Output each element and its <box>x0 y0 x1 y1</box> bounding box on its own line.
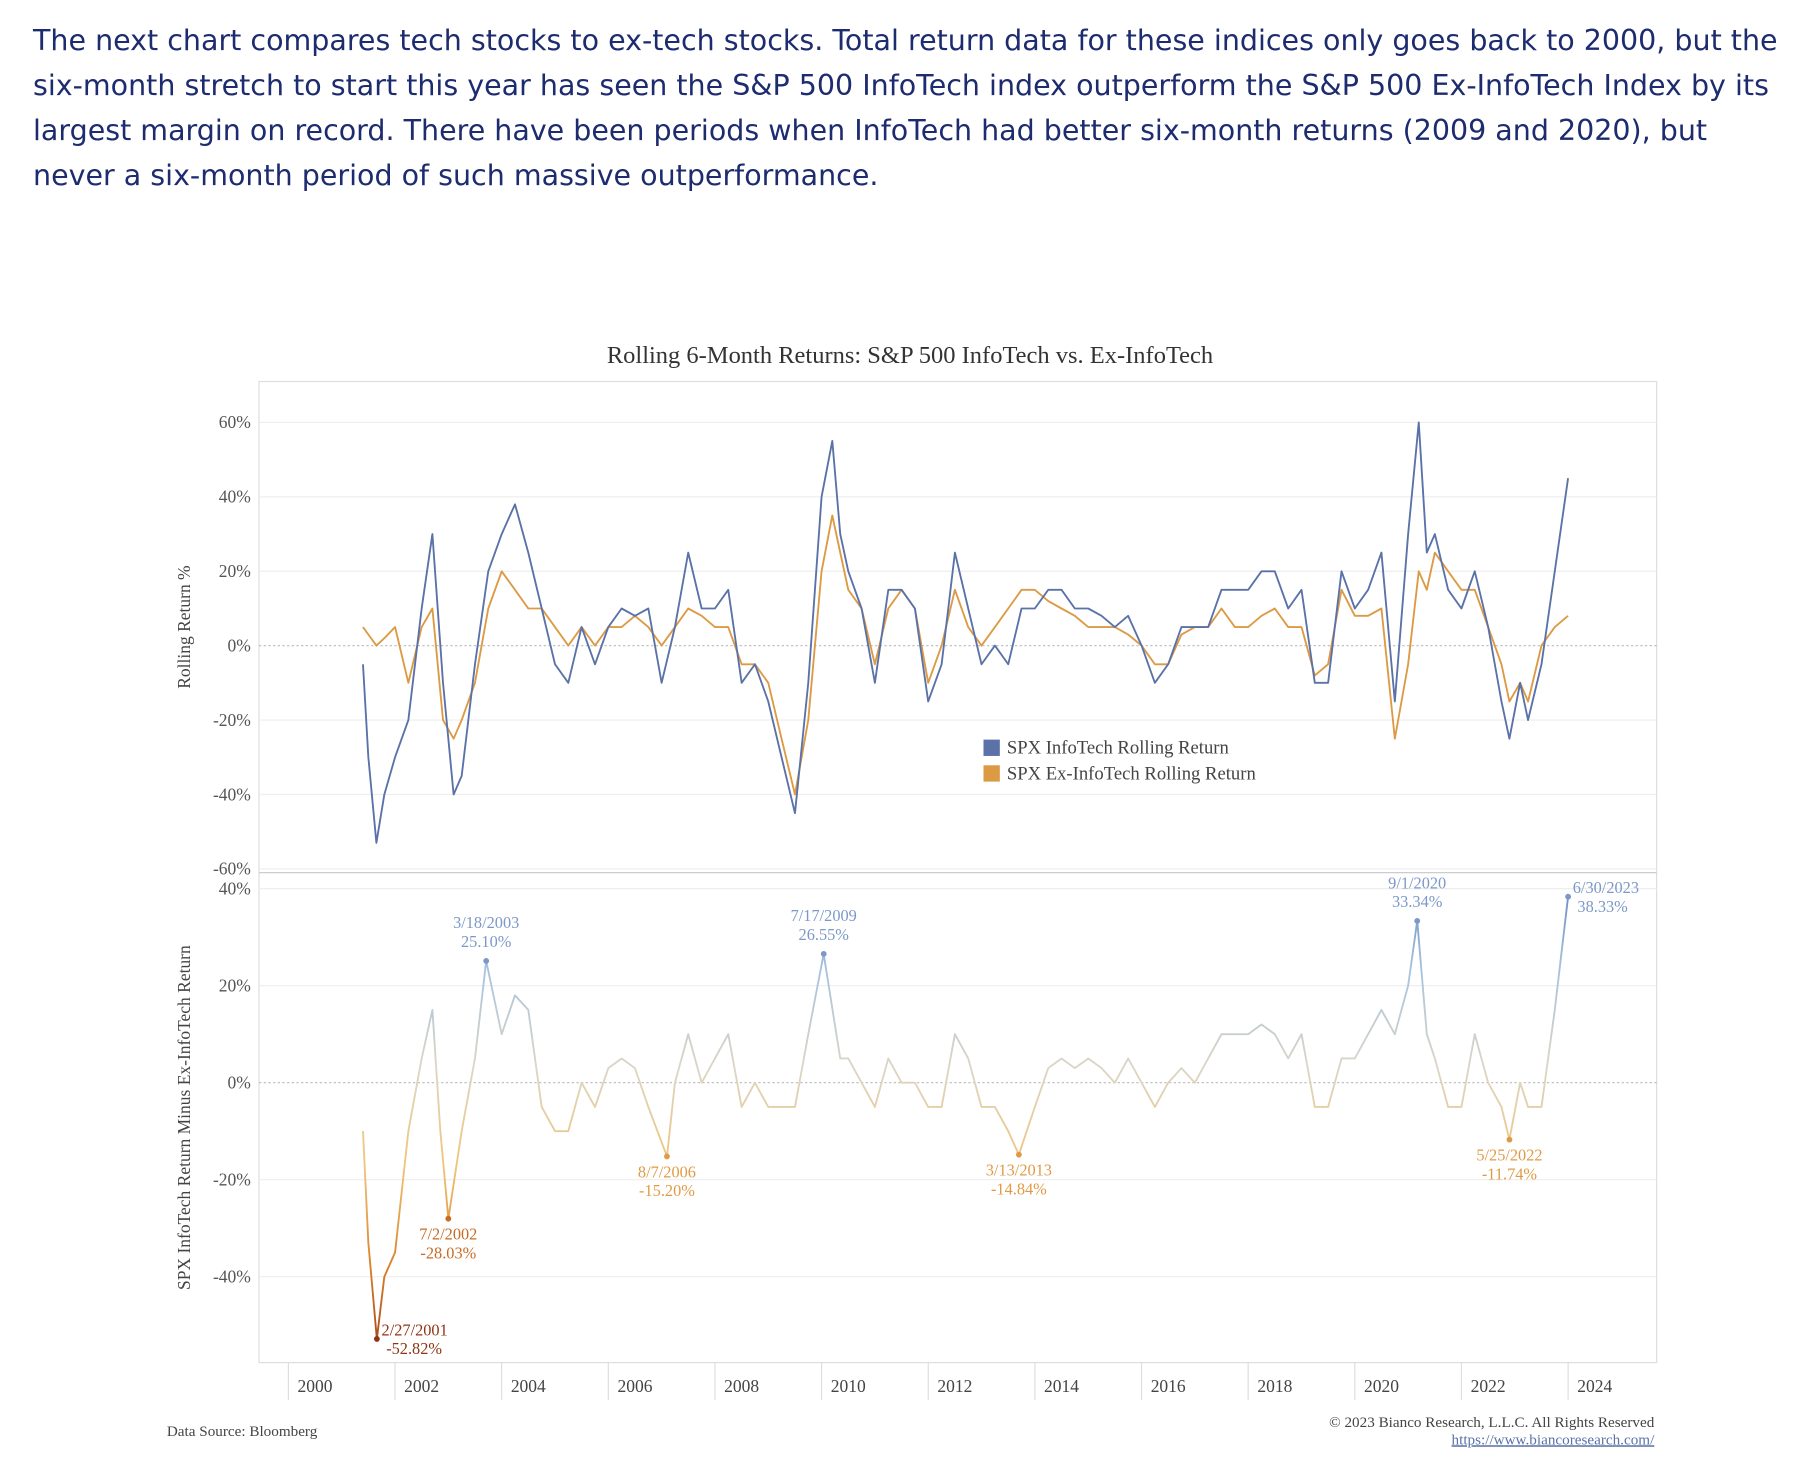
x-tick-label: 2022 <box>1471 1376 1506 1396</box>
legend-label: SPX InfoTech Rolling Return <box>1007 738 1230 759</box>
y-tick-label: 0% <box>228 635 251 655</box>
annotation-date: 2/27/2001 <box>382 1320 448 1339</box>
data-source: Data Source: Bloomberg <box>167 1423 318 1440</box>
x-tick-label: 2006 <box>617 1376 652 1396</box>
y-tick-label: 40% <box>219 878 251 898</box>
legend-swatch <box>983 765 1000 782</box>
annotation-value: 33.34% <box>1392 892 1443 911</box>
y-axis-title: SPX InfoTech Return Minus Ex-InfoTech Re… <box>174 945 194 1290</box>
annotation-value: -14.84% <box>991 1179 1047 1198</box>
series-line <box>362 421 1570 844</box>
legend-swatch <box>983 739 1000 756</box>
annotation-point <box>1414 918 1421 924</box>
x-tick-label: 2020 <box>1364 1376 1399 1396</box>
y-tick-label: 0% <box>228 1073 251 1093</box>
x-tick-label: 2024 <box>1577 1376 1612 1396</box>
x-tick-label: 2018 <box>1257 1376 1292 1396</box>
annotation-value: -28.03% <box>420 1243 476 1262</box>
x-tick-label: 2016 <box>1151 1376 1186 1396</box>
y-tick-label: -20% <box>213 710 251 730</box>
source-url[interactable]: https://www.biancoresearch.com/ <box>1452 1431 1656 1448</box>
x-tick-label: 2014 <box>1044 1376 1079 1396</box>
annotation-date: 3/13/2013 <box>986 1161 1052 1180</box>
legend-label: SPX Ex-InfoTech Rolling Return <box>1007 763 1257 784</box>
annotation-value: 38.33% <box>1577 897 1628 916</box>
x-tick-label: 2000 <box>298 1376 333 1396</box>
annotation-value: -52.82% <box>386 1339 442 1358</box>
annotation-date: 7/17/2009 <box>791 906 857 925</box>
chart-title: Rolling 6-Month Returns: S&P 500 InfoTec… <box>607 342 1213 369</box>
y-tick-label: -60% <box>213 859 251 879</box>
annotation-point <box>1565 893 1572 900</box>
annotation-value: -15.20% <box>639 1181 695 1200</box>
copyright: © 2023 Bianco Research, L.L.C. All Right… <box>1329 1414 1655 1431</box>
annotation-point <box>483 957 490 964</box>
x-tick-label: 2008 <box>724 1376 759 1396</box>
series-line <box>362 514 1569 796</box>
x-tick-label: 2010 <box>831 1376 866 1396</box>
y-tick-label: -40% <box>213 1267 251 1287</box>
y-axis-title: Rolling Return % <box>174 565 194 688</box>
annotation-value: 25.10% <box>461 932 512 951</box>
y-tick-label: 40% <box>219 487 251 507</box>
y-tick-label: 20% <box>219 561 251 581</box>
x-tick-label: 2012 <box>937 1376 972 1396</box>
x-tick-label: 2004 <box>511 1376 546 1396</box>
paragraph: The next chart compares tech stocks to e… <box>33 24 1778 192</box>
annotation-point <box>1506 1136 1513 1143</box>
annotation-date: 7/2/2002 <box>419 1225 477 1244</box>
annotation-date: 8/7/2006 <box>638 1162 696 1181</box>
annotation-point <box>1015 1151 1022 1158</box>
annotation-point <box>664 1153 670 1160</box>
annotation-date: 5/25/2022 <box>1476 1146 1542 1165</box>
annotation-point <box>820 950 827 957</box>
annotation-value: 26.55% <box>799 925 850 944</box>
y-tick-label: -20% <box>213 1170 251 1190</box>
x-tick-label: 2002 <box>404 1376 439 1396</box>
annotation-date: 6/30/2023 <box>1573 878 1639 897</box>
annotation-point <box>445 1215 452 1222</box>
y-tick-label: 20% <box>219 975 251 995</box>
annotation-date: 3/18/2003 <box>453 913 519 932</box>
annotation-point <box>373 1335 380 1342</box>
y-tick-label: -40% <box>213 784 251 804</box>
annotation-value: -11.74% <box>1482 1164 1538 1183</box>
annotation-date: 9/1/2020 <box>1388 873 1446 892</box>
y-tick-label: 60% <box>219 412 251 432</box>
spread-line <box>362 896 1570 1340</box>
